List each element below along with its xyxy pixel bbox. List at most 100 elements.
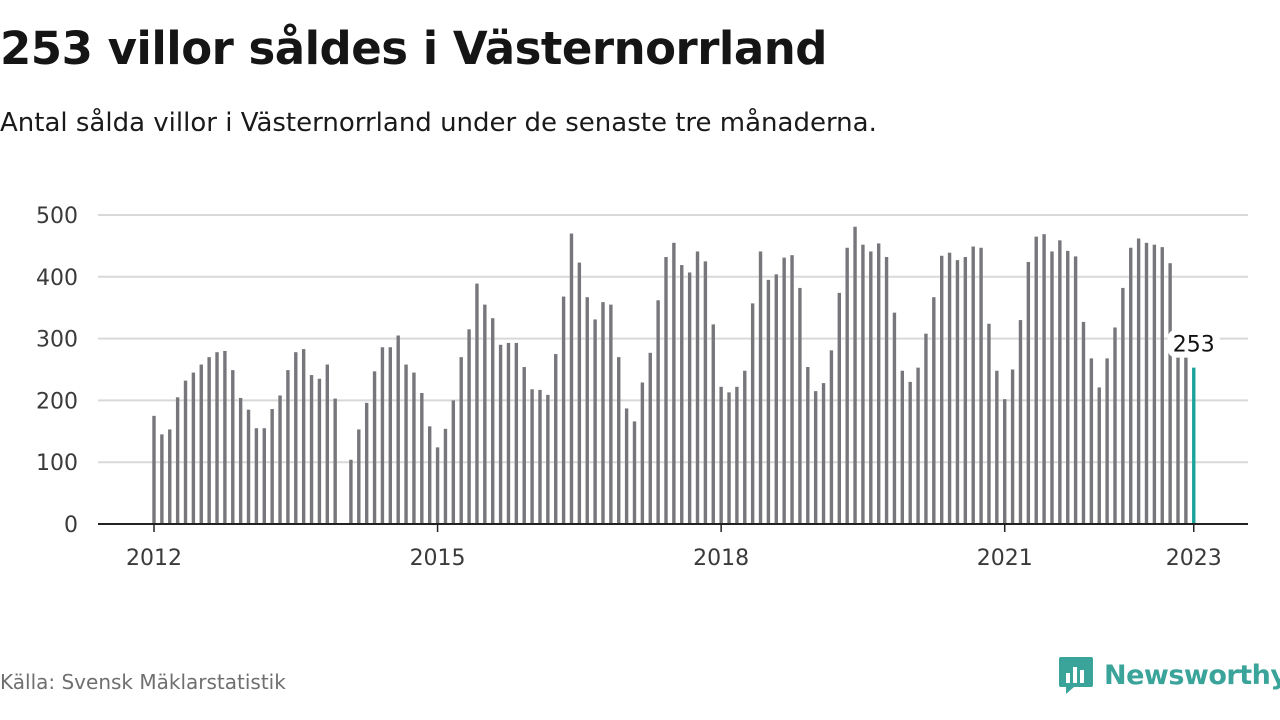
bar (561, 296, 566, 524)
bar (774, 274, 778, 524)
brand-logo: Newsworthy (1058, 655, 1280, 695)
bar (1089, 358, 1094, 524)
bar (388, 347, 393, 524)
bar (467, 329, 471, 524)
bar (1097, 387, 1101, 524)
bar (806, 367, 810, 524)
bar (443, 428, 448, 524)
bar (861, 244, 865, 524)
y-tick-label: 0 (64, 513, 78, 538)
bar (223, 350, 227, 524)
bar (1010, 369, 1015, 524)
bar (475, 283, 479, 524)
bar (262, 428, 266, 524)
bar (435, 447, 440, 524)
bar (364, 402, 369, 524)
bar (538, 389, 542, 524)
bar (309, 375, 314, 524)
bar (924, 333, 928, 524)
bar (829, 350, 834, 524)
bar (1003, 399, 1007, 524)
bar (160, 434, 164, 524)
bar (1113, 327, 1117, 524)
bar (404, 364, 408, 524)
bar (270, 409, 274, 524)
x-tick-label: 2023 (1166, 546, 1222, 571)
bar (380, 347, 385, 524)
bar (459, 357, 463, 524)
bar (695, 251, 700, 524)
bar (1136, 238, 1141, 524)
bar (963, 257, 968, 524)
bar (782, 257, 786, 524)
bar (750, 303, 755, 524)
bar (916, 367, 920, 524)
bar (183, 380, 188, 524)
bar (743, 370, 747, 524)
bar (664, 257, 668, 524)
bar (593, 319, 597, 524)
x-tick-label: 2018 (693, 546, 749, 571)
bar (821, 383, 826, 524)
bar (514, 342, 519, 524)
bar (758, 251, 763, 524)
bar-series (152, 226, 1196, 525)
bar (522, 367, 526, 524)
bar (483, 304, 487, 524)
bar (711, 324, 715, 524)
y-tick-label: 300 (36, 328, 78, 353)
bar (735, 386, 739, 524)
source-note: Källa: Svensk Mäklarstatistik (0, 670, 286, 694)
bar (672, 242, 676, 524)
bar (1184, 344, 1188, 524)
bar (168, 429, 172, 524)
x-tick-label: 2012 (126, 546, 182, 571)
bar (971, 246, 975, 524)
bar (294, 352, 298, 524)
bar (254, 428, 259, 524)
bar (869, 251, 873, 524)
annotation-label: 253 (1173, 333, 1215, 358)
bar (333, 398, 337, 524)
newsworthy-logo-icon (1059, 657, 1093, 694)
bar (853, 226, 857, 524)
bar (325, 364, 329, 524)
bar (1050, 251, 1054, 524)
y-tick-label: 500 (36, 204, 78, 229)
bar (813, 391, 818, 524)
bar (1058, 240, 1062, 524)
bar (278, 395, 282, 524)
bar (546, 394, 550, 524)
bar (1034, 236, 1038, 524)
bar (1168, 263, 1172, 524)
page-title: 253 villor såldes i Västernorrland (0, 22, 827, 75)
bar (191, 372, 196, 524)
bar (1018, 320, 1023, 524)
y-tick-label: 100 (36, 451, 78, 476)
bar (231, 370, 235, 524)
bar (1073, 256, 1078, 524)
y-axis-ticks: 0 100 200 300 400 500 (36, 204, 78, 538)
bar (719, 386, 723, 524)
bar-chart: 0 100 200 300 400 500 2012 2015 2018 2021 2023 25… (36, 204, 1248, 571)
bar (246, 409, 251, 524)
bar (569, 233, 574, 524)
bar (301, 349, 306, 524)
bar (215, 352, 219, 524)
bar (900, 370, 905, 524)
bar (798, 287, 802, 524)
bar (207, 357, 211, 524)
bar (979, 247, 983, 524)
bar (238, 397, 243, 524)
bar (932, 297, 936, 524)
bar (947, 252, 952, 524)
bar (680, 265, 684, 524)
bar-highlight (1192, 367, 1196, 524)
bar (1026, 261, 1031, 524)
bar (601, 302, 605, 524)
bar (1081, 321, 1086, 524)
page-subtitle: Antal sålda villor i Västernorrland unde… (0, 108, 877, 138)
bar (420, 392, 424, 524)
bar (908, 381, 912, 524)
bar (506, 342, 511, 524)
